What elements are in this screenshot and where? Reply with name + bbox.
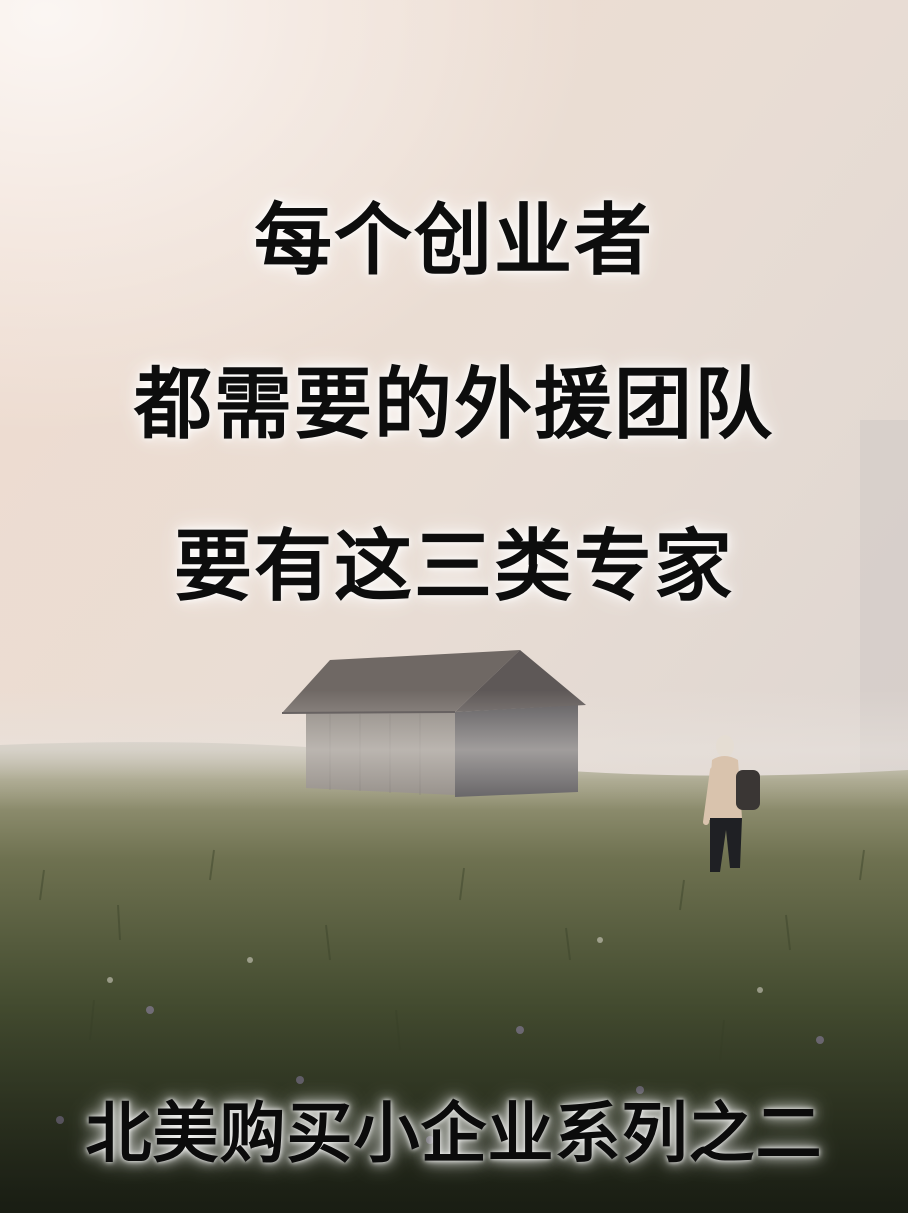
headline-line-1: 每个创业者 (253, 195, 654, 286)
series-footer: 北美购买小企业系列之二 (85, 1094, 823, 1172)
hiker-icon (703, 735, 760, 872)
headline-line-2: 都需要的外援团队 (133, 359, 774, 450)
headline-line-3: 要有这三类专家 (173, 521, 734, 612)
